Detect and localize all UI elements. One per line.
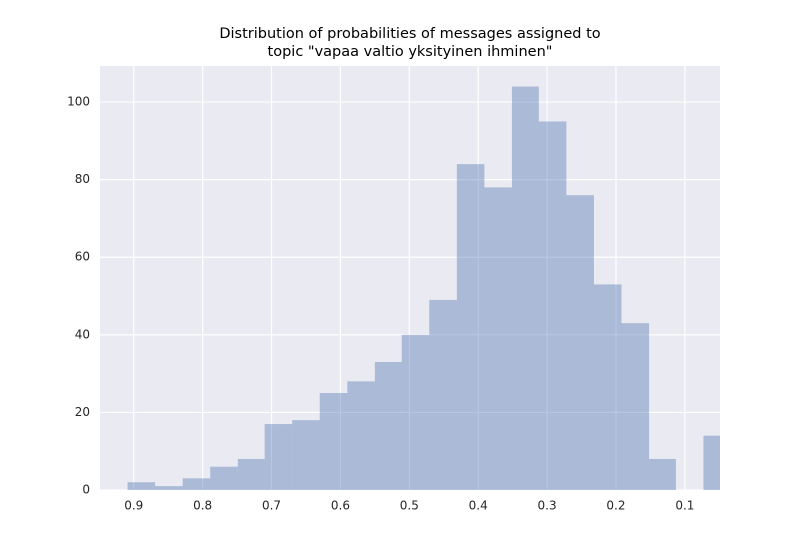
x-tick-label: 0.5 bbox=[400, 499, 419, 513]
bar bbox=[374, 361, 402, 490]
chart-title: topic "vapaa valtio yksityinen ihminen" bbox=[268, 44, 553, 60]
x-tick-label: 0.3 bbox=[538, 499, 557, 513]
bar bbox=[182, 478, 211, 490]
bar bbox=[237, 458, 265, 490]
y-tick-label: 20 bbox=[75, 405, 90, 419]
x-tick-label: 0.9 bbox=[124, 499, 143, 513]
bar bbox=[621, 323, 650, 490]
bar bbox=[210, 466, 238, 490]
bar bbox=[593, 284, 622, 490]
bar bbox=[347, 381, 375, 490]
x-tick-label: 0.1 bbox=[675, 499, 694, 513]
plot-area bbox=[100, 66, 720, 490]
bar bbox=[538, 121, 567, 490]
y-tick-label: 100 bbox=[67, 95, 90, 109]
bar bbox=[703, 435, 720, 490]
bar bbox=[319, 393, 348, 490]
y-tick-label: 40 bbox=[75, 327, 90, 341]
x-tick-label: 0.8 bbox=[193, 499, 212, 513]
bar bbox=[401, 334, 430, 490]
chart-title: Distribution of probabilities of message… bbox=[219, 26, 600, 42]
grid bbox=[100, 66, 720, 491]
bar bbox=[566, 195, 594, 490]
bar bbox=[155, 486, 183, 490]
bar bbox=[264, 424, 293, 490]
bar bbox=[429, 299, 457, 490]
bar bbox=[511, 86, 539, 490]
x-tick-label: 0.4 bbox=[469, 499, 488, 513]
bar bbox=[649, 458, 676, 490]
bar bbox=[484, 187, 512, 490]
y-tick-label: 80 bbox=[75, 172, 90, 186]
x-tick-label: 0.7 bbox=[262, 499, 281, 513]
bar bbox=[292, 420, 320, 490]
y-tick-label: 0 bbox=[82, 483, 90, 497]
bar bbox=[127, 482, 156, 490]
bar bbox=[456, 164, 485, 490]
y-tick-label: 60 bbox=[75, 250, 90, 264]
bars bbox=[127, 86, 720, 490]
x-tick-label: 0.6 bbox=[331, 499, 350, 513]
x-tick-label: 0.2 bbox=[606, 499, 625, 513]
